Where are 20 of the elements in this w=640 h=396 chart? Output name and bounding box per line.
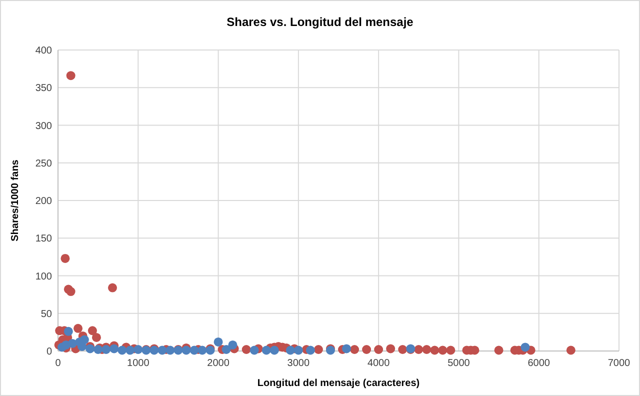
y-tick-label: 300 [35,120,52,132]
x-tick-label: 6000 [528,358,550,369]
y-axis-title: Shares/1000 fans [10,159,21,242]
x-tick-label: 7000 [608,358,631,369]
chart-title: Shares vs. Longitud del mensaje [226,15,414,29]
x-tick-label: 4000 [367,358,390,369]
y-tick-label: 150 [35,234,52,245]
x-tick-label: 1000 [127,358,150,369]
x-tick-label: 2000 [207,358,230,369]
y-tick-label: 250 [35,158,52,170]
y-tick-label: 350 [35,83,52,94]
x-tick-label: 5000 [448,358,470,369]
x-axis-title: Longitud del mensaje (caracteres) [257,378,420,389]
x-tick-label: 0 [55,358,62,369]
y-tick-label: 100 [35,271,52,282]
y-tick-label: 50 [40,308,52,320]
y-tick-label: 0 [46,346,52,358]
x-tick-label: 3000 [287,358,310,369]
y-tick-label: 200 [35,196,52,207]
y-tick-label: 400 [35,46,52,56]
